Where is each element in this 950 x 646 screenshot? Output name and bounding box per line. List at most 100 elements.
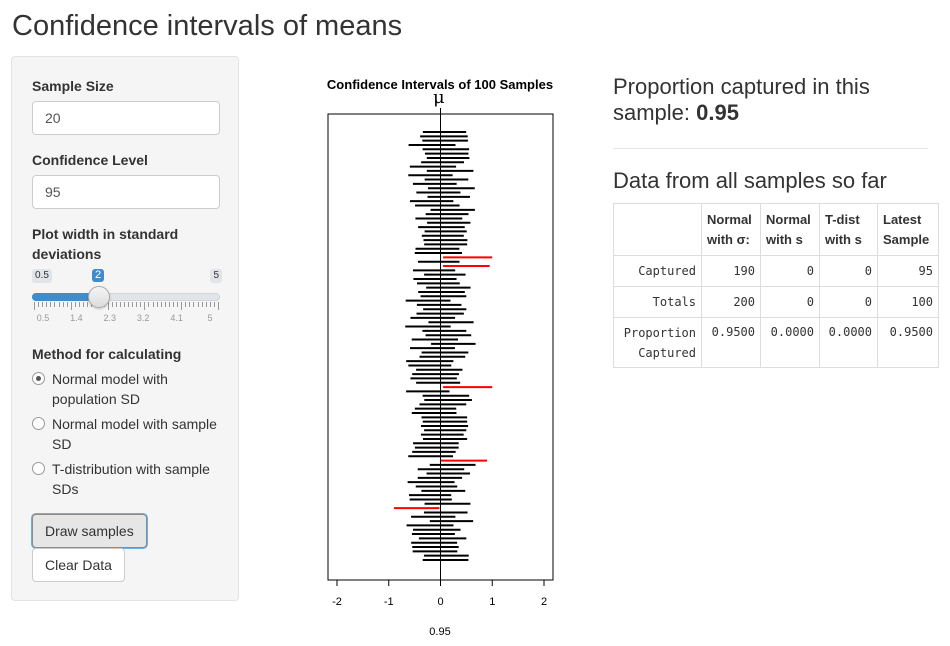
slider-tick (205, 302, 207, 307)
table-row: Totals 200 0 0 100 (613, 286, 939, 318)
slider-grid-label: 2.3 (103, 313, 117, 323)
x-axis-tick-label: 0 (437, 596, 443, 608)
radio-normal-population-sd[interactable]: Normal model with population SD (32, 369, 232, 409)
slider-tick (115, 302, 117, 307)
table-header-row: Normal with σ: Normal with s T-dist with s … (613, 203, 939, 256)
slider-tick (144, 302, 146, 310)
slider-tick (74, 302, 76, 307)
slider-tick (58, 302, 60, 307)
table-cell: 0.0000 (760, 317, 820, 368)
slider-tick (181, 302, 183, 310)
slider-tick (46, 302, 48, 307)
proportion-value: 0.95 (696, 100, 739, 125)
slider-max-label: 5 (210, 269, 222, 283)
plot-width-slider[interactable]: 0.5 5 2 0.5 1.4 2.3 3.2 4.1 5 (32, 269, 222, 329)
plot-bottom-label: 0.95 (429, 626, 451, 638)
slider-tick (128, 302, 130, 307)
confidence-interval-plot: -2 -1 0 1 2 (327, 108, 554, 608)
slider-tick (193, 302, 195, 307)
radio-button[interactable] (32, 462, 45, 475)
page-title: Confidence intervals of means (12, 10, 403, 42)
slider-tick (173, 302, 175, 307)
slider-tick (156, 302, 158, 307)
slider-tick (209, 302, 211, 307)
slider-tick (70, 302, 72, 310)
table-cell: 0 (819, 255, 878, 287)
row-label: Captured (613, 255, 702, 287)
x-axis-tick-label: 2 (541, 596, 547, 608)
slider-tick (66, 302, 68, 307)
slider-grid-label: 5 (207, 313, 213, 323)
table-cell: 200 (701, 286, 761, 318)
slider-min-label: 0.5 (32, 269, 52, 283)
column-header: Latest Sample (877, 203, 939, 256)
slider-tick (78, 302, 80, 307)
row-label: Proportion Captured (613, 317, 702, 368)
sample-size-label: Sample Size (32, 78, 114, 94)
column-header: Normal with σ: (701, 203, 761, 256)
table-corner (613, 203, 702, 256)
radio-label: T-distribution with sample SDs (52, 461, 210, 497)
slider-tick (54, 302, 56, 307)
table-cell: 0.0000 (819, 317, 878, 368)
plot-width-label-line1: Plot width in standard (32, 226, 179, 242)
slider-tick (50, 302, 52, 307)
radio-button[interactable] (32, 417, 45, 430)
slider-tick (148, 302, 150, 307)
slider-tick (201, 302, 203, 307)
slider-handle[interactable] (88, 286, 110, 308)
data-heading: Data from all samples so far (613, 168, 887, 193)
table-cell: 190 (701, 255, 761, 287)
slider-tick (87, 302, 89, 307)
confidence-level-label: Confidence Level (32, 152, 148, 168)
mu-label: μ (433, 87, 445, 108)
slider-tick (111, 302, 113, 307)
table-row: Captured 190 0 0 95 (613, 255, 939, 287)
table-cell: 95 (877, 255, 939, 287)
x-axis-tick-label: -1 (384, 596, 394, 608)
slider-tick (38, 302, 40, 307)
x-axis-tick-label: -2 (332, 596, 342, 608)
table-cell: 100 (877, 286, 939, 318)
table-cell: 0.9500 (701, 317, 761, 368)
slider-tick (136, 302, 138, 307)
slider-tick (152, 302, 154, 307)
slider-tick (197, 302, 199, 307)
slider-grid-label: 0.5 (36, 313, 50, 323)
confidence-level-input[interactable] (32, 175, 220, 209)
sample-size-input[interactable] (32, 101, 220, 135)
slider-grid-label: 1.4 (70, 313, 83, 323)
method-label: Method for calculating (32, 346, 182, 362)
sidebar-panel: Sample Size Confidence Level Plot width … (11, 56, 239, 601)
radio-t-distribution[interactable]: T-distribution with sample SDs (32, 459, 232, 499)
radio-button-selected[interactable] (32, 372, 45, 385)
column-header: T-dist with s (819, 203, 878, 256)
proportion-text: Proportion captured in this sample: (613, 74, 870, 125)
radio-normal-sample-sd[interactable]: Normal model with sample SD (32, 414, 232, 454)
slider-tick (107, 302, 109, 310)
table-cell: 0.9500 (877, 317, 939, 368)
slider-tick (119, 302, 121, 307)
table-cell: 0 (760, 286, 820, 318)
slider-tick (83, 302, 85, 307)
row-label: Totals (613, 286, 702, 318)
slider-grid-label: 4.1 (170, 313, 183, 323)
plot-title: Confidence Intervals of 100 Samples (326, 77, 554, 92)
results-table: Normal with σ: Normal with s T-dist with s … (613, 203, 939, 368)
x-axis-tick-label: 1 (489, 596, 495, 608)
radio-label: Normal model with population SD (52, 371, 168, 407)
slider-tick (160, 302, 162, 307)
slider-grid-label: 3.2 (136, 313, 150, 323)
slider-tick (42, 302, 44, 307)
slider-tick (189, 302, 191, 307)
slider-tick (140, 302, 142, 307)
slider-tick (218, 302, 219, 310)
slider-ticks (32, 302, 220, 310)
column-header: Normal with s (760, 203, 820, 256)
radio-label: Normal model with sample SD (52, 416, 217, 452)
clear-data-button[interactable]: Clear Data (32, 548, 125, 582)
draw-samples-button[interactable]: Draw samples (32, 514, 147, 548)
slider-tick (185, 302, 187, 307)
slider-tick (62, 302, 64, 307)
slider-tick (213, 302, 215, 307)
